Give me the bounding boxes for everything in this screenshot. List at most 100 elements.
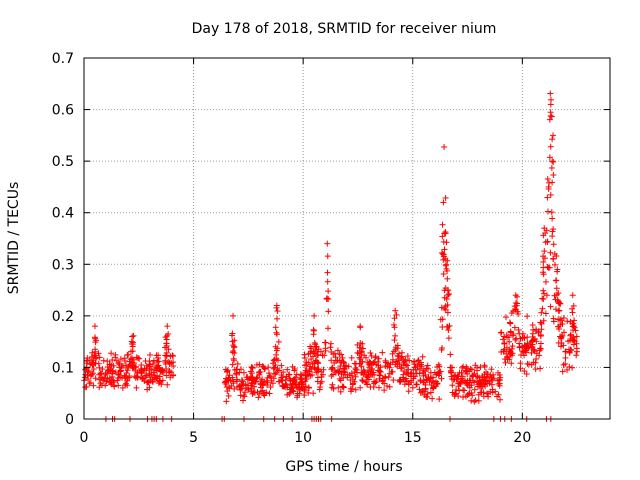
data-point (348, 354, 355, 361)
data-point (453, 386, 460, 393)
data-point (337, 377, 344, 384)
data-point (302, 372, 309, 379)
data-point (561, 329, 568, 336)
data-point (512, 336, 519, 343)
data-point (129, 333, 136, 340)
data-point (329, 365, 336, 372)
data-point (121, 357, 128, 364)
data-point (352, 365, 359, 372)
data-point (332, 354, 339, 361)
data-point (302, 383, 309, 390)
data-point (395, 353, 402, 360)
data-point (297, 371, 304, 378)
data-point (543, 292, 550, 299)
data-point (386, 383, 393, 390)
data-point (544, 208, 551, 215)
data-point (260, 364, 267, 371)
data-point (230, 355, 237, 362)
data-point (119, 384, 126, 391)
data-point (311, 312, 318, 319)
data-point (506, 356, 513, 363)
data-point (384, 383, 391, 390)
data-point (564, 366, 571, 373)
data-point (138, 366, 145, 373)
data-point (514, 300, 521, 307)
data-point (415, 357, 422, 364)
data-point (371, 371, 378, 378)
data-point (477, 377, 484, 384)
data-point (569, 292, 576, 299)
data-point (405, 388, 412, 395)
data-point (328, 372, 335, 379)
data-point (550, 158, 557, 165)
data-point (347, 376, 354, 383)
data-point (122, 375, 129, 382)
data-point (272, 371, 279, 378)
data-point (550, 241, 557, 248)
data-point (515, 326, 522, 333)
data-point (514, 293, 521, 300)
data-point (90, 382, 97, 389)
data-point (446, 291, 453, 298)
data-point (555, 307, 562, 314)
data-point (468, 397, 475, 404)
data-point (124, 367, 131, 374)
data-point (168, 359, 175, 366)
data-point (141, 378, 148, 385)
data-point (116, 371, 123, 378)
data-point (230, 312, 237, 319)
data-point (225, 384, 232, 391)
data-point (567, 318, 574, 325)
y-axis-label: SRMTID / TECUs (6, 182, 22, 295)
data-point (422, 371, 429, 378)
data-point (544, 194, 551, 201)
x-axis-label: GPS time / hours (285, 459, 402, 475)
data-point (470, 372, 477, 379)
data-point (266, 390, 273, 397)
data-point (155, 354, 162, 361)
data-point (440, 238, 447, 245)
data-point (523, 371, 530, 378)
data-point (170, 362, 177, 369)
data-point (392, 332, 399, 339)
data-point (257, 380, 264, 387)
data-point (573, 352, 580, 359)
data-point (367, 349, 374, 356)
data-point (267, 384, 274, 391)
data-point (302, 362, 309, 369)
data-point (546, 116, 553, 123)
data-point (283, 373, 290, 380)
data-point (367, 384, 374, 391)
data-point (82, 371, 89, 378)
data-point (315, 366, 322, 373)
data-point (461, 387, 468, 394)
data-point (248, 364, 255, 371)
data-point (508, 310, 515, 317)
data-point (508, 360, 515, 367)
data-point (462, 393, 469, 400)
data-point (339, 383, 346, 390)
data-point (115, 359, 122, 366)
data-point (508, 345, 515, 352)
data-point (336, 368, 343, 375)
data-point (375, 384, 382, 391)
data-point (528, 337, 535, 344)
data-point (241, 393, 248, 400)
data-point (239, 378, 246, 385)
data-point (267, 373, 274, 380)
data-point (540, 317, 547, 324)
data-point (562, 360, 569, 367)
data-point (117, 368, 124, 375)
data-point (165, 346, 172, 353)
data-point (466, 384, 473, 391)
data-point (413, 381, 420, 388)
data-point (90, 357, 97, 364)
data-point (106, 366, 113, 373)
data-point (512, 292, 519, 299)
data-point (159, 367, 166, 374)
y-tick-label: 0.7 (52, 51, 74, 67)
data-point (256, 390, 263, 397)
data-point (547, 303, 554, 310)
data-point (134, 374, 141, 381)
data-point (298, 384, 305, 391)
